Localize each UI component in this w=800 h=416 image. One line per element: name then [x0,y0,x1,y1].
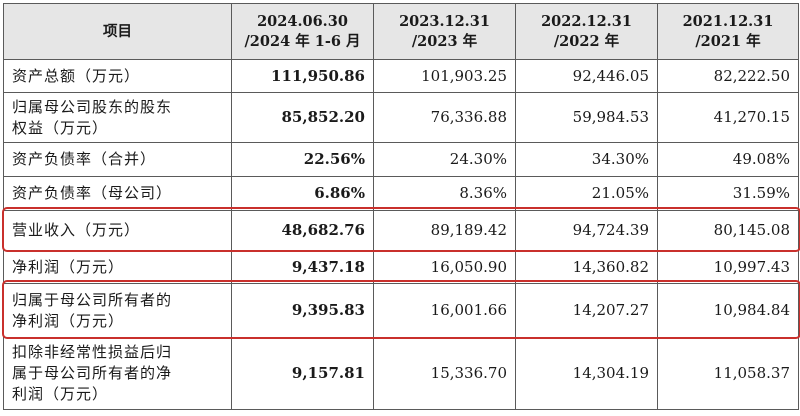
cell-value: 9,157.81 [231,337,374,410]
row-label-line: 属于母公司所有者的净 [12,364,173,382]
cell-value: 10,997.43 [657,250,799,284]
cell-value: 41,270.15 [657,92,799,143]
header-period: /2023 年 [411,32,478,50]
table-row: 归属母公司股东的股东 权益（万元） 85,852.20 76,336.88 59,984… [3,92,799,143]
cell-value: 48,682.76 [231,210,374,251]
cell-value: 15,336.70 [373,337,516,410]
cell-value: 8.36% [373,176,516,211]
row-label-line: 扣除非经常性损益后归 [12,343,173,361]
row-label-line: 资产负债率（合并） [12,150,157,168]
row-label: 净利润（万元） [3,250,232,284]
cell-value: 16,050.90 [373,250,516,284]
cell-value: 14,304.19 [515,337,658,410]
header-date: 2024.06.30 [257,12,348,30]
cell-value: 14,360.82 [515,250,658,284]
row-label-line: 归属于母公司所有者的 [12,290,173,309]
cell-value: 82,222.50 [657,59,799,93]
table-row: 营业收入（万元） 48,682.76 89,189.42 94,724.39 80,14… [3,210,799,251]
financial-summary-table: 项目 2024.06.30/2024 年 1-6 月 2023.12.31/20… [3,3,799,410]
row-label-line: 归属母公司股东的股东 [12,97,173,116]
row-label: 归属于母公司所有者的 净利润（万元） [3,283,232,338]
cell-value: 24.30% [373,142,516,177]
cell-value: 80,145.08 [657,210,799,251]
cell-value: 31.59% [657,176,799,211]
header-period: /2021 年 [695,32,761,50]
header-item: 项目 [3,3,232,60]
row-label: 归属母公司股东的股东 权益（万元） [3,92,232,143]
header-period: /2022 年 [553,32,620,50]
row-label: 扣除非经常性损益后归 属于母公司所有者的净 利润（万元） [3,337,232,410]
cell-value: 11,058.37 [657,337,799,410]
row-label-line: 利润（万元） [12,385,109,403]
cell-value: 94,724.39 [515,210,658,251]
cell-value: 21.05% [515,176,658,211]
cell-value: 85,852.20 [231,92,374,143]
cell-value: 92,446.05 [515,59,658,93]
table-row: 资产负债率（合并） 22.56% 24.30% 34.30% 49.08% [3,142,799,177]
row-label-line: 资产负债率（母公司） [12,184,173,202]
header-col-2022: 2022.12.31/2022 年 [515,3,658,60]
row-label-line: 净利润（万元） [12,257,125,276]
header-row: 项目 2024.06.30/2024 年 1-6 月 2023.12.31/20… [3,3,799,60]
header-col-2023: 2023.12.31/2023 年 [373,3,516,60]
row-label: 资产负债率（合并） [3,142,232,177]
row-label-line: 净利润（万元） [12,311,125,330]
cell-value: 10,984.84 [657,283,799,338]
table-row: 资产总额（万元） 111,950.86 101,903.25 92,446.05 82,… [3,59,799,93]
cell-value: 34.30% [515,142,658,177]
cell-value: 14,207.27 [515,283,658,338]
row-label-line: 资产总额（万元） [12,66,141,85]
row-label-line: 权益（万元） [12,118,109,137]
table-row: 扣除非经常性损益后归 属于母公司所有者的净 利润（万元） 9,157.81 15,336… [3,337,799,410]
cell-value: 9,395.83 [231,283,374,338]
cell-value: 22.56% [231,142,374,177]
row-label: 资产负债率（母公司） [3,176,232,211]
cell-value: 76,336.88 [373,92,516,143]
header-period: /2024 年 1-6 月 [244,32,361,50]
table-row: 归属于母公司所有者的 净利润（万元） 9,395.83 16,001.66 14,207… [3,283,799,338]
header-date: 2023.12.31 [399,12,490,30]
cell-value: 111,950.86 [231,59,374,93]
header-col-2021: 2021.12.31/2021 年 [657,3,799,60]
header-date: 2021.12.31 [682,12,774,30]
row-label: 营业收入（万元） [3,210,232,251]
header-date: 2022.12.31 [541,12,632,30]
row-label: 资产总额（万元） [3,59,232,93]
cell-value: 9,437.18 [231,250,374,284]
row-label-line: 营业收入（万元） [12,221,141,239]
cell-value: 101,903.25 [373,59,516,93]
header-col-2024h1: 2024.06.30/2024 年 1-6 月 [231,3,374,60]
cell-value: 49.08% [657,142,799,177]
cell-value: 16,001.66 [373,283,516,338]
cell-value: 89,189.42 [373,210,516,251]
table-row: 净利润（万元） 9,437.18 16,050.90 14,360.82 10,997.… [3,250,799,284]
cell-value: 59,984.53 [515,92,658,143]
cell-value: 6.86% [231,176,374,211]
table-row: 资产负债率（母公司） 6.86% 8.36% 21.05% 31.59% [3,176,799,211]
